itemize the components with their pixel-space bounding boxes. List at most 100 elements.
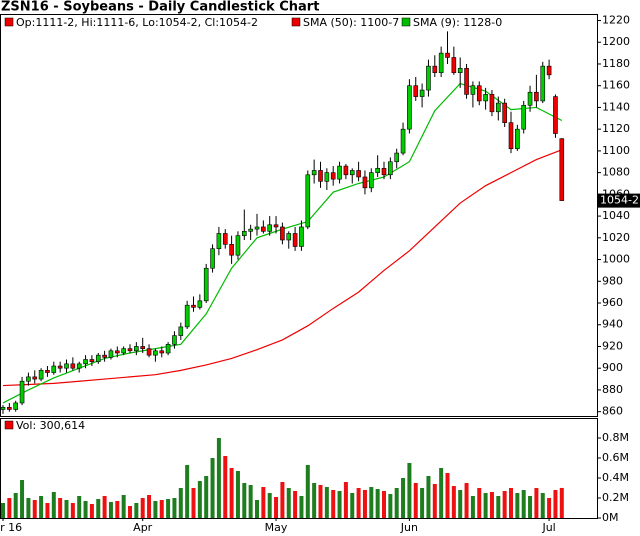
candle-body — [527, 91, 533, 106]
volume-bar — [407, 463, 412, 518]
volume-bar — [26, 498, 31, 518]
candle-body — [210, 248, 215, 269]
volume-bar — [51, 492, 56, 518]
y-tick-label: 1020 — [602, 231, 630, 244]
volume-bar — [534, 488, 539, 518]
candle-body — [102, 354, 107, 358]
volume-bar — [1, 503, 5, 518]
candle-body — [248, 228, 253, 232]
volume-bar — [204, 476, 209, 518]
volume-bar — [229, 468, 234, 518]
volume-bar — [420, 488, 425, 518]
candle-body — [13, 402, 18, 410]
volume-bar — [540, 493, 545, 518]
candle-body — [108, 350, 114, 358]
volume-bar — [547, 498, 552, 518]
volume-bar — [134, 503, 139, 518]
candle-body — [178, 326, 184, 336]
volume-bar — [458, 490, 463, 518]
volume-bar — [362, 490, 367, 518]
candle-body — [445, 52, 450, 58]
candle-body — [280, 226, 285, 241]
volume-bar — [280, 482, 285, 518]
volume-bar — [121, 495, 126, 518]
volume-bar — [45, 503, 50, 518]
candle-body — [70, 363, 76, 369]
volume-bar — [108, 502, 113, 518]
candle-body — [191, 304, 196, 308]
candle-body — [159, 350, 165, 354]
legend-label: SMA (50): 1100-7 — [303, 16, 399, 29]
candle-body — [76, 363, 82, 369]
volume-bar — [528, 496, 533, 518]
candle-body — [7, 407, 12, 410]
y-tick-label: 0M — [602, 511, 619, 524]
y-tick-label: 0.6M — [602, 451, 629, 464]
candle-body — [229, 244, 234, 256]
candle-body — [32, 376, 38, 380]
volume-bar — [451, 486, 456, 518]
candle-body — [407, 85, 412, 130]
volume-bar — [464, 483, 469, 518]
candle-body — [546, 65, 552, 76]
volume-bar — [509, 488, 513, 518]
candle-body — [495, 102, 501, 113]
candle-body — [235, 235, 241, 256]
volume-bar — [502, 491, 507, 518]
volume-bar — [20, 480, 25, 518]
volume-bar — [274, 497, 279, 518]
y-tick-label: 1200 — [602, 35, 630, 48]
y-tick-label: 1180 — [602, 57, 630, 70]
volume-bar — [401, 478, 406, 518]
y-tick-label: 1100 — [602, 144, 630, 157]
volume-bar — [388, 494, 393, 518]
volume-bar — [286, 488, 291, 518]
y-tick-label: 1040 — [602, 209, 630, 222]
y-tick-label: 900 — [602, 361, 623, 374]
candle-body — [394, 152, 400, 163]
candle-body — [0, 407, 6, 410]
candle-body — [89, 359, 95, 362]
y-tick-label: 960 — [602, 296, 623, 309]
y-tick-label: 0.2M — [602, 491, 629, 504]
candle-body — [419, 89, 425, 97]
last-price-label: 1054-2 — [600, 194, 639, 207]
candle-body — [95, 354, 101, 362]
candle-body — [388, 161, 393, 176]
legend-swatch — [401, 17, 411, 27]
price-panel — [0, 14, 598, 417]
x-tick-label: Mar 16 — [0, 521, 22, 534]
volume-bar — [299, 496, 304, 518]
y-tick-label: 0.8M — [602, 431, 629, 444]
candle-body — [203, 267, 209, 302]
volume-bar — [261, 487, 266, 518]
volume-bar — [102, 496, 107, 518]
sma-line — [2, 149, 563, 387]
candle-body — [451, 57, 457, 73]
candle-body — [64, 363, 69, 369]
x-tick-label: May — [265, 521, 288, 534]
volume-bar — [394, 488, 399, 518]
volume-bar — [58, 498, 63, 518]
volume-swatch — [4, 420, 14, 430]
candle-body — [127, 348, 133, 352]
volume-bar — [445, 473, 450, 518]
volume-bar — [89, 504, 94, 518]
candle-body — [521, 104, 527, 130]
volume-bar — [115, 501, 120, 518]
candle-body — [45, 370, 50, 373]
volume-bar — [32, 500, 37, 518]
candle-body — [261, 226, 266, 232]
candle-body — [19, 380, 25, 404]
volume-bar — [267, 493, 272, 518]
candle-body — [38, 370, 44, 380]
candle-body — [267, 224, 273, 232]
candle-body — [534, 91, 539, 102]
volume-bar — [210, 458, 215, 518]
volume-bar — [140, 498, 145, 518]
candle-body — [216, 233, 222, 249]
candle-body — [515, 128, 520, 150]
volume-bar — [185, 465, 190, 518]
